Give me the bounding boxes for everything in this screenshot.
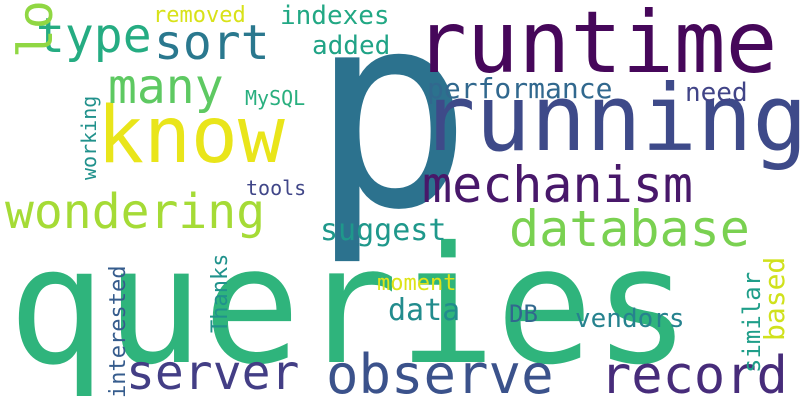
word-moment: moment [377, 271, 456, 296]
word-record: record [600, 346, 788, 400]
word-interested: interested [106, 266, 131, 398]
word-thanks: Thanks [208, 254, 233, 333]
word-working: working [77, 96, 101, 180]
word-added: added [312, 31, 390, 61]
word-tools: tools [246, 176, 306, 200]
word-observe: observe [326, 343, 554, 400]
word-p: p [310, 0, 473, 269]
word-running: running [420, 65, 800, 172]
word-indexes: indexes [280, 1, 390, 31]
word-based: based [758, 257, 791, 341]
word-wondering: wondering [5, 184, 265, 240]
word-type: type [36, 8, 152, 64]
word-db: DB [509, 300, 538, 328]
word-need: need [685, 78, 748, 108]
word-database: database [509, 200, 750, 258]
word-performance: performance [427, 72, 612, 105]
word-runtime: runtime [415, 0, 777, 93]
word-server: server [126, 345, 299, 400]
word-queries: queries [8, 213, 691, 400]
word-suggest: suggest [320, 213, 446, 248]
word-data: data [388, 293, 460, 328]
word-vendors: vendors [575, 304, 685, 334]
word-know: know [97, 91, 285, 181]
word-removed: removed [153, 3, 246, 28]
word-mechanism: mechanism [422, 156, 693, 214]
word-similar: similar [738, 272, 766, 373]
word-look: look [8, 0, 64, 58]
word-many: many [108, 59, 224, 115]
word-mysql: MySQL [245, 86, 305, 110]
word-sort: sort [154, 15, 270, 71]
